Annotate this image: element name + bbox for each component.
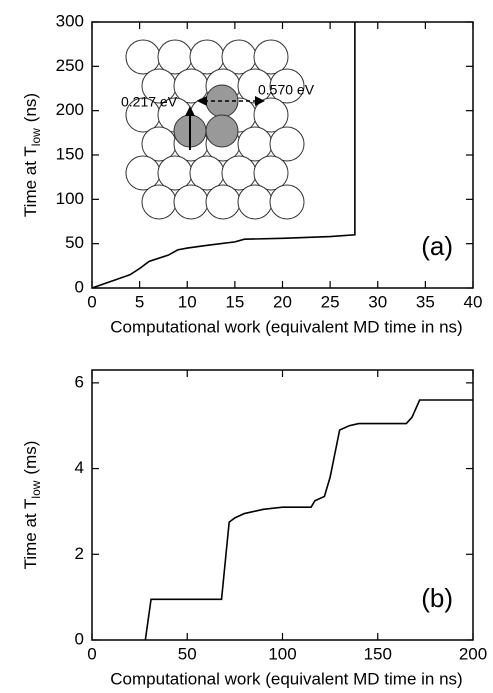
y-label-unit: (ms) (21, 441, 40, 475)
panel-label: (b) (421, 583, 453, 613)
atom (269, 184, 305, 220)
atom (141, 184, 177, 220)
y-label-subscript: low (29, 480, 43, 498)
x-tick-label: 150 (364, 644, 392, 663)
y-label-text: Time at T (21, 499, 40, 570)
atom (205, 184, 241, 220)
x-axis-label: Computational work (equivalent MD time i… (110, 669, 462, 688)
inset-lattice: 0.217 eV 0.570 eV (121, 39, 315, 220)
y-tick-label: 50 (65, 233, 84, 252)
atom (125, 155, 161, 191)
x-tick-label: 5 (135, 292, 144, 311)
atom (221, 39, 257, 75)
adatom (205, 114, 239, 148)
x-tick-label: 0 (87, 644, 96, 663)
data-line (91, 22, 356, 289)
x-tick-label: 50 (178, 644, 197, 663)
atom (269, 126, 305, 162)
panel-label: (a) (421, 231, 453, 261)
x-tick-label: 0 (87, 292, 96, 311)
y-tick-label: 6 (75, 372, 84, 391)
y-label-unit: (ns) (21, 93, 40, 122)
arrowhead (197, 96, 207, 106)
y-label-text: Time at T (21, 146, 40, 217)
x-tick-label: 10 (178, 292, 197, 311)
atom (269, 68, 305, 104)
x-tick-label: 30 (368, 292, 387, 311)
x-tick-label: 35 (416, 292, 435, 311)
x-tick-label: 20 (273, 292, 292, 311)
annotation: 0.570 eV (258, 82, 315, 98)
arrowhead (185, 106, 195, 116)
atom (237, 126, 273, 162)
y-axis-label: Time at Tlow (ms) (21, 441, 43, 570)
y-label-subscript: low (29, 128, 43, 146)
y-axis-label: Time at Tlow (ns) (21, 93, 43, 217)
atom (173, 184, 209, 220)
y-tick-label: 300 (56, 11, 84, 30)
atom (189, 39, 225, 75)
x-axis-label: Computational work (equivalent MD time i… (110, 317, 462, 336)
atom (253, 39, 289, 75)
annotation: 0.217 eV (121, 94, 178, 110)
atom (157, 155, 193, 191)
y-tick-label: 100 (56, 189, 84, 208)
atom (141, 126, 177, 162)
y-tick-label: 4 (75, 458, 84, 477)
atom (253, 155, 289, 191)
arrowhead (255, 96, 265, 106)
atom (125, 39, 161, 75)
atom (221, 155, 257, 191)
y-tick-label: 200 (56, 100, 84, 119)
atom (173, 68, 209, 104)
y-tick-label: 250 (56, 56, 84, 75)
y-tick-label: 0 (75, 629, 84, 648)
atom (237, 184, 273, 220)
y-tick-label: 2 (75, 544, 84, 563)
atom (157, 39, 193, 75)
x-tick-label: 25 (321, 292, 340, 311)
x-tick-label: 15 (225, 292, 244, 311)
y-tick-label: 150 (56, 144, 84, 163)
data-line (144, 399, 473, 641)
y-tick-label: 0 (75, 277, 84, 296)
atom (253, 97, 289, 133)
atom (189, 155, 225, 191)
x-tick-label: 40 (464, 292, 483, 311)
x-tick-label: 200 (459, 644, 487, 663)
x-tick-label: 100 (268, 644, 296, 663)
